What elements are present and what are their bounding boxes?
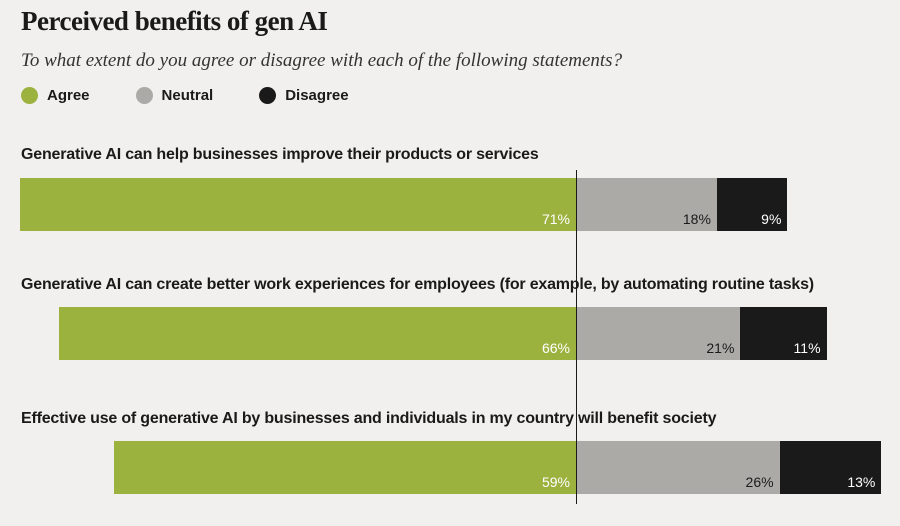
bar-segment-disagree: 11%	[740, 307, 827, 360]
data-label-agree: 66%	[541, 340, 570, 356]
legend-swatch-agree	[21, 87, 38, 104]
question-label: Generative AI can create better work exp…	[21, 276, 814, 293]
data-label-neutral: 21%	[706, 340, 735, 356]
bar-segment-disagree: 9%	[716, 178, 788, 231]
bar-segment-disagree: 13%	[779, 441, 882, 494]
bar-row: 59% 26% 13%	[114, 441, 882, 494]
legend-item-neutral: Neutral	[135, 87, 214, 104]
chart-subtitle: To what extent do you agree or disagree …	[21, 50, 623, 71]
bar-segment-agree: 59%	[114, 441, 576, 494]
question-label: Generative AI can help businesses improv…	[21, 146, 539, 163]
bar-segment-agree: 66%	[59, 307, 576, 360]
data-label-disagree: 11%	[793, 340, 821, 356]
data-label-disagree: 13%	[847, 474, 876, 490]
data-label-agree: 71%	[541, 211, 570, 227]
legend-swatch-disagree	[259, 87, 277, 104]
legend-item-disagree: Disagree	[259, 87, 349, 104]
center-divider-line	[576, 170, 577, 504]
question-label: Effective use of generative AI by busine…	[21, 410, 717, 427]
legend: Agree Neutral Disagree	[21, 87, 395, 104]
bar-segment-neutral: 18%	[575, 178, 717, 231]
bar-row: 71% 18% 9%	[20, 178, 788, 231]
data-label-agree: 59%	[541, 474, 570, 490]
bar-segment-agree: 71%	[20, 178, 576, 231]
legend-label-disagree: Disagree	[285, 87, 349, 104]
data-label-neutral: 18%	[682, 211, 711, 227]
legend-label-agree: Agree	[47, 87, 90, 104]
data-label-disagree: 9%	[761, 211, 782, 227]
bar-segment-neutral: 21%	[575, 307, 741, 360]
bar-row: 66% 21% 11%	[59, 307, 827, 360]
legend-item-agree: Agree	[21, 87, 90, 104]
legend-swatch-neutral	[135, 87, 153, 104]
data-label-neutral: 26%	[745, 474, 774, 490]
bar-segment-neutral: 26%	[575, 441, 780, 494]
legend-label-neutral: Neutral	[161, 87, 214, 104]
chart-title: Perceived benefits of gen AI	[21, 6, 328, 36]
